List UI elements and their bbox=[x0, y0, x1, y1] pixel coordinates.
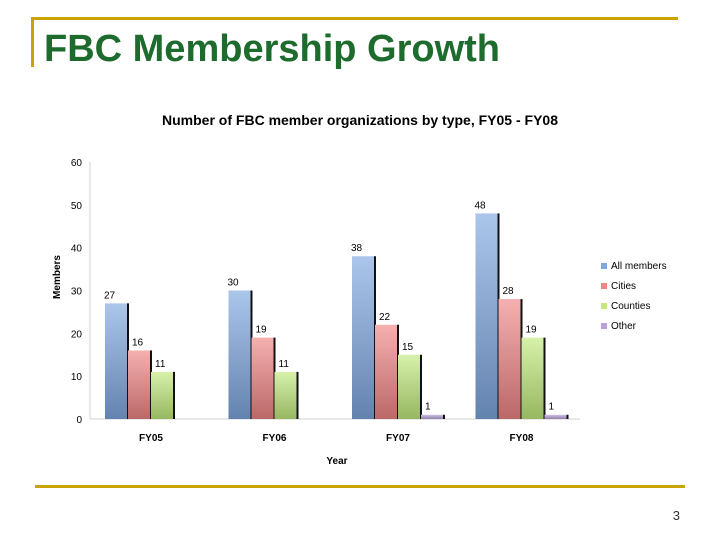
legend-swatch bbox=[601, 323, 607, 329]
bar bbox=[421, 414, 443, 419]
data-label: 16 bbox=[132, 337, 144, 348]
bar bbox=[544, 414, 567, 419]
bar bbox=[498, 299, 521, 419]
plot-area: 0102030405060271611FY05301911FY063822151… bbox=[71, 158, 580, 444]
x-axis-label: Year bbox=[326, 456, 347, 467]
bar bbox=[228, 290, 251, 419]
y-tick-label: 10 bbox=[71, 372, 83, 383]
data-label: 19 bbox=[526, 325, 538, 336]
bar bbox=[398, 354, 420, 419]
bar bbox=[128, 350, 150, 419]
bar bbox=[375, 324, 397, 419]
bar-shadow bbox=[173, 371, 175, 419]
slide-title: FBC Membership Growth bbox=[44, 28, 501, 70]
data-label: 11 bbox=[279, 359, 290, 370]
data-label: 22 bbox=[379, 312, 391, 323]
x-tick-label: FY07 bbox=[386, 433, 410, 444]
bar bbox=[521, 337, 544, 419]
bar-shadow bbox=[443, 414, 445, 419]
x-tick-label: FY08 bbox=[510, 433, 534, 444]
bar bbox=[151, 371, 173, 419]
x-tick-label: FY06 bbox=[263, 433, 287, 444]
bar bbox=[352, 256, 374, 419]
y-tick-label: 40 bbox=[71, 244, 83, 255]
y-tick-label: 0 bbox=[76, 415, 82, 426]
data-label: 30 bbox=[228, 278, 240, 289]
x-tick-label: FY05 bbox=[139, 433, 163, 444]
bar-shadow bbox=[566, 414, 569, 419]
bottom-rule bbox=[35, 485, 685, 488]
y-axis-label: Members bbox=[52, 255, 63, 299]
chart-title: Number of FBC member organizations by ty… bbox=[162, 112, 558, 128]
data-label: 15 bbox=[402, 342, 414, 353]
legend-label: Cities bbox=[611, 281, 636, 292]
legend-swatch bbox=[601, 303, 607, 309]
data-label: 1 bbox=[549, 402, 555, 413]
y-tick-label: 30 bbox=[71, 287, 83, 298]
page-number: 3 bbox=[672, 508, 680, 523]
bar bbox=[251, 337, 274, 419]
bar-shadow bbox=[296, 371, 299, 419]
y-tick-label: 20 bbox=[71, 329, 83, 340]
bar-shadow bbox=[543, 337, 546, 419]
legend: All members Cities Counties Other bbox=[601, 261, 667, 332]
bar bbox=[274, 371, 297, 419]
top-rule bbox=[31, 17, 678, 20]
data-label: 19 bbox=[256, 325, 268, 336]
data-label: 48 bbox=[475, 200, 487, 211]
legend-swatch bbox=[601, 283, 607, 289]
y-tick-label: 60 bbox=[71, 158, 83, 169]
bar bbox=[105, 303, 127, 419]
data-label: 28 bbox=[503, 286, 515, 297]
bar bbox=[475, 213, 498, 419]
bar-shadow bbox=[420, 354, 422, 419]
data-label: 38 bbox=[351, 243, 363, 254]
data-label: 27 bbox=[104, 290, 116, 301]
legend-label: Other bbox=[611, 321, 637, 332]
legend-label: Counties bbox=[611, 301, 650, 312]
legend-swatch bbox=[601, 263, 607, 269]
data-label: 1 bbox=[425, 402, 431, 413]
left-rule bbox=[31, 17, 34, 67]
legend-label: All members bbox=[611, 261, 667, 272]
y-tick-label: 50 bbox=[71, 201, 83, 212]
data-label: 11 bbox=[155, 359, 166, 370]
